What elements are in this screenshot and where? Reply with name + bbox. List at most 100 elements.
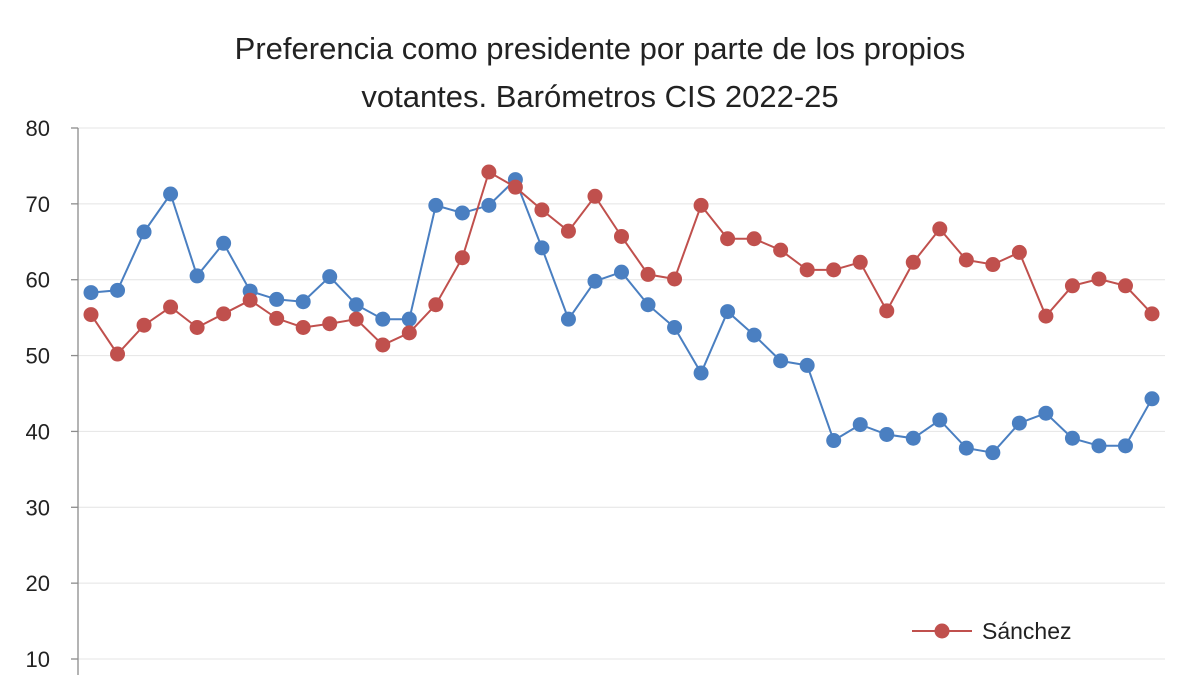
- data-point-sanchez: [799, 262, 815, 278]
- data-point-blue: [216, 235, 232, 251]
- data-point-blue: [83, 285, 99, 301]
- data-point-blue: [163, 186, 179, 202]
- data-point-sanchez: [375, 337, 391, 353]
- y-tick-label: 10: [26, 647, 50, 672]
- data-point-sanchez: [826, 262, 842, 278]
- legend-label-sanchez: Sánchez: [982, 618, 1072, 644]
- data-point-blue: [932, 412, 948, 428]
- data-point-blue: [1011, 415, 1027, 431]
- data-point-blue: [1144, 391, 1160, 407]
- y-tick-label: 20: [26, 571, 50, 596]
- data-point-blue: [1038, 405, 1054, 421]
- y-tick-label: 50: [26, 344, 50, 369]
- data-point-sanchez: [269, 310, 285, 326]
- data-point-blue: [534, 240, 550, 256]
- data-point-sanchez: [189, 320, 205, 336]
- series-line-blue: [90, 177, 1153, 454]
- data-point-sanchez: [587, 188, 603, 204]
- data-point-blue: [746, 327, 762, 343]
- series-sanchez: [83, 164, 1160, 362]
- y-tick-label: 40: [26, 419, 50, 444]
- data-point-blue: [773, 353, 789, 369]
- data-point-sanchez: [879, 303, 895, 319]
- data-point-sanchez: [136, 317, 152, 333]
- data-point-sanchez: [667, 271, 683, 287]
- data-point-blue: [667, 320, 683, 336]
- data-point-sanchez: [322, 316, 338, 332]
- data-point-blue: [481, 197, 497, 213]
- data-point-sanchez: [640, 266, 656, 282]
- data-point-sanchez: [614, 228, 629, 244]
- data-point-sanchez: [905, 254, 921, 270]
- data-point-sanchez: [83, 307, 99, 323]
- data-point-blue: [958, 440, 974, 456]
- data-point-sanchez: [852, 254, 868, 270]
- y-tick-label: 70: [26, 192, 50, 217]
- chart-title-line-1: Preferencia como presidente por parte de…: [235, 31, 966, 66]
- data-point-blue: [1064, 430, 1080, 446]
- data-point-sanchez: [401, 325, 417, 341]
- data-point-sanchez: [534, 202, 550, 218]
- data-point-blue: [852, 417, 868, 433]
- gridlines: [78, 127, 1165, 660]
- data-point-blue: [348, 297, 364, 313]
- data-point-blue: [614, 264, 629, 280]
- data-point-sanchez: [746, 231, 762, 247]
- data-point-sanchez: [1011, 244, 1027, 260]
- data-point-sanchez: [1038, 308, 1054, 324]
- data-point-blue: [693, 365, 709, 381]
- data-point-blue: [799, 357, 815, 373]
- y-tick-label: 80: [26, 116, 50, 141]
- data-point-blue: [295, 294, 311, 310]
- data-point-blue: [985, 445, 1001, 461]
- data-point-sanchez: [1091, 271, 1107, 287]
- y-axis: 80 70 60 50 40 30 20 10: [26, 116, 79, 675]
- data-point-blue: [905, 430, 921, 446]
- data-point-sanchez: [773, 242, 789, 258]
- y-tick-label: 30: [26, 495, 50, 520]
- data-point-sanchez: [1144, 306, 1160, 322]
- data-point-sanchez: [507, 179, 523, 195]
- data-point-blue: [428, 197, 444, 213]
- data-point-blue: [189, 268, 205, 284]
- data-point-blue: [1091, 438, 1107, 454]
- chart-title-line-2: votantes. Barómetros CIS 2022-25: [361, 79, 838, 114]
- data-point-blue: [322, 269, 338, 285]
- data-point-blue: [269, 291, 285, 307]
- data-point-blue: [401, 311, 417, 327]
- data-point-blue: [560, 311, 576, 327]
- data-point-sanchez: [1117, 278, 1133, 294]
- data-point-sanchez: [481, 164, 497, 180]
- data-point-blue: [110, 282, 126, 298]
- data-point-sanchez: [295, 320, 311, 336]
- y-tick-label: 60: [26, 268, 50, 293]
- data-point-sanchez: [958, 252, 974, 268]
- data-point-sanchez: [348, 311, 364, 327]
- data-point-sanchez: [110, 346, 126, 362]
- data-point-sanchez: [560, 223, 576, 239]
- data-point-blue: [879, 426, 895, 442]
- data-point-sanchez: [932, 221, 948, 237]
- data-point-blue: [587, 273, 603, 289]
- data-point-blue: [454, 205, 470, 221]
- data-point-blue: [136, 224, 152, 240]
- legend: Sánchez: [912, 618, 1072, 644]
- data-point-sanchez: [428, 297, 444, 313]
- data-point-sanchez: [693, 197, 709, 213]
- data-point-sanchez: [985, 257, 1001, 273]
- data-point-blue: [720, 304, 736, 320]
- data-point-sanchez: [454, 250, 470, 266]
- series-blue: [83, 172, 1160, 461]
- data-point-sanchez: [216, 306, 232, 322]
- series-group: [83, 164, 1160, 461]
- data-point-sanchez: [1064, 278, 1080, 294]
- data-point-blue: [1117, 438, 1133, 454]
- data-point-sanchez: [720, 231, 736, 247]
- data-point-blue: [375, 311, 391, 327]
- legend-marker-sanchez: [934, 623, 950, 639]
- data-point-blue: [640, 297, 656, 313]
- data-point-blue: [826, 433, 842, 449]
- data-point-sanchez: [163, 299, 179, 315]
